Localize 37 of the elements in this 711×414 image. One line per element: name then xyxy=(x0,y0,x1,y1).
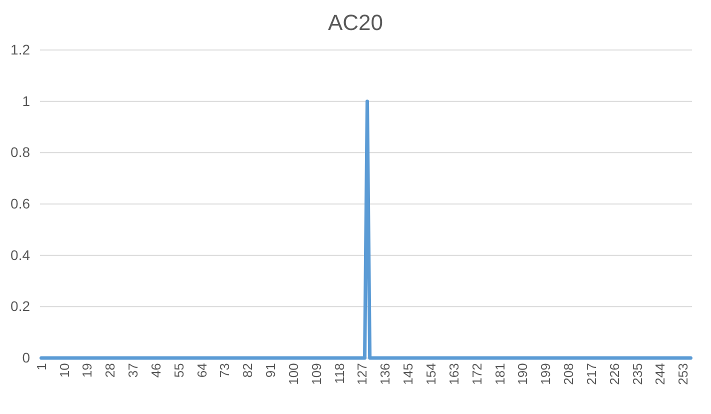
x-tick-label: 37 xyxy=(126,363,141,378)
x-tick-label: 64 xyxy=(194,363,210,378)
x-tick-label: 172 xyxy=(469,363,484,385)
x-tick-label: 109 xyxy=(308,363,324,385)
x-tick-label: 190 xyxy=(515,363,530,385)
y-tick-label: 0.8 xyxy=(10,144,30,160)
x-tick-label: 181 xyxy=(492,363,508,385)
x-tick-label: 199 xyxy=(538,363,554,385)
y-tick-label: 0.4 xyxy=(10,246,30,263)
x-tick-label: 46 xyxy=(148,363,164,378)
x-tick-label: 55 xyxy=(171,363,186,378)
y-tick-label: 1.2 xyxy=(10,41,30,58)
x-tick-label: 100 xyxy=(286,363,301,385)
x-tick-label: 253 xyxy=(676,363,691,385)
x-tick-label: 226 xyxy=(606,363,622,385)
x-tick-label: 73 xyxy=(217,363,232,378)
x-tick-label: 163 xyxy=(446,363,462,385)
x-tick-label: 91 xyxy=(263,363,278,378)
x-tick-label: 217 xyxy=(584,363,599,385)
y-tick-label: 0.6 xyxy=(10,195,30,212)
x-tick-label: 145 xyxy=(400,363,416,385)
x-tick-label: 208 xyxy=(561,363,576,385)
x-tick-label: 118 xyxy=(332,363,347,384)
y-tick-label: 1 xyxy=(22,92,30,109)
x-tick-label: 28 xyxy=(102,363,118,378)
x-tick-label: 244 xyxy=(652,363,668,385)
x-tick-label: 235 xyxy=(630,363,645,385)
x-tick-label: 1 xyxy=(34,363,49,370)
x-tick-label: 136 xyxy=(378,363,393,385)
chart-title: AC20 xyxy=(328,10,384,35)
x-tick-label: 127 xyxy=(354,363,370,385)
x-tick-label: 10 xyxy=(56,363,72,378)
x-tick-label: 19 xyxy=(80,363,95,378)
y-tick-label: 0.2 xyxy=(10,298,30,314)
x-tick-label: 154 xyxy=(423,363,438,385)
x-tick-label: 82 xyxy=(240,363,256,378)
y-tick-label: 0 xyxy=(22,349,30,366)
